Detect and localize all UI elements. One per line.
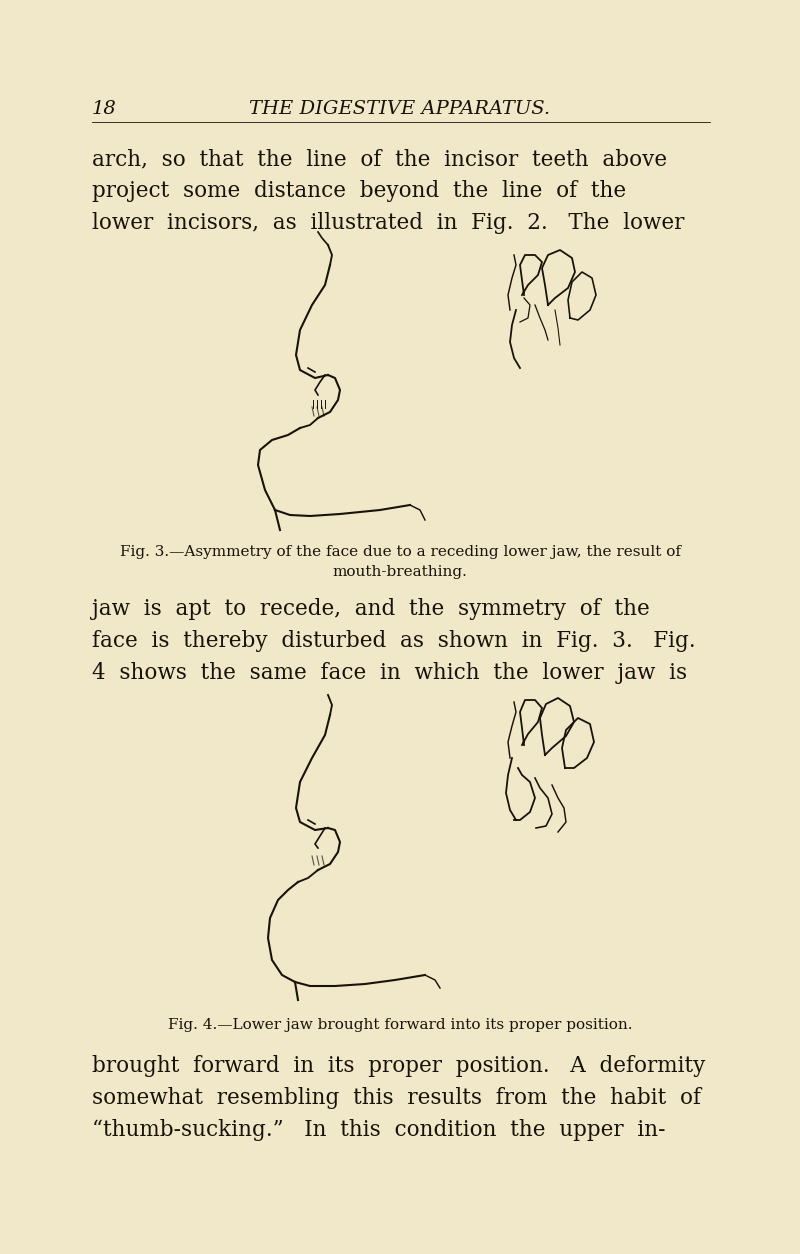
Text: Fig. 3.—Asymmetry of the face due to a receding lower jaw, the result of: Fig. 3.—Asymmetry of the face due to a r… <box>119 545 681 559</box>
Text: brought  forward  in  its  proper  position.   A  deformity: brought forward in its proper position. … <box>92 1055 706 1077</box>
Text: 4  shows  the  same  face  in  which  the  lower  jaw  is: 4 shows the same face in which the lower… <box>92 662 687 683</box>
Text: project  some  distance  beyond  the  line  of  the: project some distance beyond the line of… <box>92 181 626 202</box>
Text: arch,  so  that  the  line  of  the  incisor  teeth  above: arch, so that the line of the incisor te… <box>92 148 667 171</box>
Text: 18: 18 <box>92 100 117 118</box>
Text: mouth-breathing.: mouth-breathing. <box>333 566 467 579</box>
Text: somewhat  resembling  this  results  from  the  habit  of: somewhat resembling this results from th… <box>92 1087 701 1109</box>
Text: Fig. 4.—Lower jaw brought forward into its proper position.: Fig. 4.—Lower jaw brought forward into i… <box>168 1018 632 1032</box>
Text: “thumb-sucking.”   In  this  condition  the  upper  in-: “thumb-sucking.” In this condition the u… <box>92 1119 666 1141</box>
Text: jaw  is  apt  to  recede,  and  the  symmetry  of  the: jaw is apt to recede, and the symmetry o… <box>92 598 650 619</box>
Text: face  is  thereby  disturbed  as  shown  in  Fig.  3.   Fig.: face is thereby disturbed as shown in Fi… <box>92 630 696 652</box>
Text: THE DIGESTIVE APPARATUS.: THE DIGESTIVE APPARATUS. <box>250 100 550 118</box>
Text: lower  incisors,  as  illustrated  in  Fig.  2.   The  lower: lower incisors, as illustrated in Fig. 2… <box>92 212 684 234</box>
